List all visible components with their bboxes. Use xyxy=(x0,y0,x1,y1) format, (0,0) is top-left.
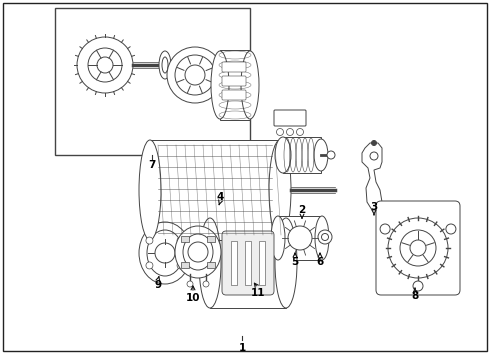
Ellipse shape xyxy=(241,51,259,119)
Bar xyxy=(278,216,322,260)
Circle shape xyxy=(177,237,184,244)
Text: 9: 9 xyxy=(154,280,162,290)
Circle shape xyxy=(400,230,436,266)
Text: 7: 7 xyxy=(148,160,156,170)
Circle shape xyxy=(77,37,133,93)
FancyBboxPatch shape xyxy=(376,201,460,295)
Bar xyxy=(210,218,286,308)
Circle shape xyxy=(175,55,215,95)
Text: 11: 11 xyxy=(251,288,265,298)
Ellipse shape xyxy=(271,216,285,260)
Circle shape xyxy=(188,242,208,262)
Circle shape xyxy=(167,47,223,103)
Bar xyxy=(283,137,321,173)
Circle shape xyxy=(276,129,284,135)
Ellipse shape xyxy=(211,51,229,119)
Circle shape xyxy=(410,240,426,256)
Bar xyxy=(207,236,215,242)
Ellipse shape xyxy=(315,216,329,260)
Circle shape xyxy=(380,224,390,234)
Ellipse shape xyxy=(183,234,213,270)
Circle shape xyxy=(321,234,328,240)
Ellipse shape xyxy=(159,51,171,79)
Circle shape xyxy=(287,129,294,135)
Ellipse shape xyxy=(139,222,191,284)
FancyBboxPatch shape xyxy=(222,90,246,100)
FancyBboxPatch shape xyxy=(274,110,306,126)
Circle shape xyxy=(185,65,205,85)
Bar xyxy=(245,241,251,285)
Ellipse shape xyxy=(269,140,291,240)
Text: 4: 4 xyxy=(216,192,224,202)
Circle shape xyxy=(146,237,153,244)
Ellipse shape xyxy=(275,137,291,173)
Bar xyxy=(231,241,237,285)
Ellipse shape xyxy=(199,218,221,308)
Ellipse shape xyxy=(139,140,161,240)
Circle shape xyxy=(187,281,193,287)
Circle shape xyxy=(413,281,423,291)
Bar xyxy=(220,50,250,120)
Circle shape xyxy=(288,226,312,250)
Text: 8: 8 xyxy=(412,291,418,301)
Text: 2: 2 xyxy=(298,205,306,215)
Circle shape xyxy=(370,152,378,160)
Circle shape xyxy=(97,57,113,73)
Bar xyxy=(259,241,265,285)
Circle shape xyxy=(318,230,332,244)
Circle shape xyxy=(155,243,175,263)
FancyBboxPatch shape xyxy=(222,231,274,295)
Bar xyxy=(55,8,250,155)
Text: 6: 6 xyxy=(317,257,323,267)
Circle shape xyxy=(146,262,153,269)
Ellipse shape xyxy=(314,139,328,171)
Text: 10: 10 xyxy=(186,293,200,303)
FancyBboxPatch shape xyxy=(222,62,246,72)
Circle shape xyxy=(203,281,209,287)
Circle shape xyxy=(177,262,184,269)
Ellipse shape xyxy=(275,218,297,308)
Bar xyxy=(181,236,189,242)
Text: 3: 3 xyxy=(370,202,378,212)
Ellipse shape xyxy=(175,226,221,278)
Text: 5: 5 xyxy=(292,257,298,267)
FancyBboxPatch shape xyxy=(222,76,246,86)
Circle shape xyxy=(446,224,456,234)
Polygon shape xyxy=(362,143,382,210)
Text: 1: 1 xyxy=(238,343,245,353)
Bar xyxy=(207,262,215,268)
Circle shape xyxy=(388,218,448,278)
Circle shape xyxy=(371,140,376,145)
Circle shape xyxy=(88,48,122,82)
Ellipse shape xyxy=(147,230,183,276)
Bar xyxy=(181,262,189,268)
Ellipse shape xyxy=(162,57,168,73)
Bar xyxy=(150,140,280,240)
Circle shape xyxy=(327,151,335,159)
Circle shape xyxy=(296,129,303,135)
